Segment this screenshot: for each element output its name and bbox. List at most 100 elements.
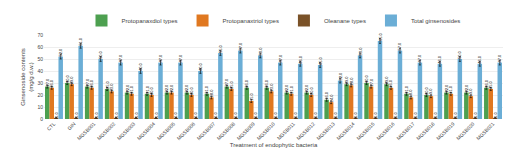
svg-text:MGSB015: MGSB015: [355, 121, 376, 142]
svg-text:MGSB001: MGSB001: [76, 121, 97, 142]
svg-text:53.0: 53.0: [258, 47, 263, 56]
svg-text:20.0: 20.0: [424, 86, 429, 95]
svg-text:47.0: 47.0: [118, 54, 123, 63]
svg-text:MGSB017: MGSB017: [395, 121, 416, 142]
svg-text:MGSB012: MGSB012: [295, 121, 316, 142]
svg-text:1.0: 1.0: [173, 111, 178, 117]
svg-text:47.0: 47.0: [497, 54, 502, 63]
svg-text:MGSB004: MGSB004: [136, 121, 157, 142]
svg-text:25.0: 25.0: [105, 80, 110, 89]
svg-text:1.0: 1.0: [353, 111, 358, 117]
svg-text:25.0: 25.0: [229, 80, 234, 89]
svg-text:29.0: 29.0: [69, 76, 74, 85]
svg-text:1.0: 1.0: [74, 111, 79, 117]
svg-text:47.0: 47.0: [158, 54, 163, 63]
svg-text:55.0: 55.0: [218, 44, 223, 53]
svg-text:30.0: 30.0: [65, 74, 70, 83]
svg-text:1.0: 1.0: [233, 111, 238, 117]
svg-text:30.0: 30.0: [364, 74, 369, 83]
svg-text:0: 0: [40, 116, 43, 122]
svg-text:Protopanaxdiol types: Protopanaxdiol types: [122, 18, 178, 24]
svg-text:22.0: 22.0: [125, 84, 130, 93]
svg-text:22.0: 22.0: [169, 84, 174, 93]
svg-text:MGSB005: MGSB005: [156, 121, 177, 142]
svg-text:26.0: 26.0: [244, 79, 249, 88]
svg-text:50.0: 50.0: [98, 50, 103, 59]
svg-text:26.0: 26.0: [89, 79, 94, 88]
svg-text:1.0: 1.0: [373, 111, 378, 117]
svg-text:1.0: 1.0: [333, 111, 338, 117]
svg-text:MGSB019: MGSB019: [435, 121, 456, 142]
svg-text:1.0: 1.0: [193, 111, 198, 117]
svg-text:18.0: 18.0: [408, 89, 413, 98]
svg-text:19.0: 19.0: [468, 88, 473, 97]
svg-text:65.0: 65.0: [378, 32, 383, 41]
svg-text:MGSB016: MGSB016: [375, 121, 396, 142]
svg-text:20.0: 20.0: [309, 86, 314, 95]
svg-text:22.0: 22.0: [284, 84, 289, 93]
svg-text:46.0: 46.0: [437, 55, 442, 64]
svg-text:15.0: 15.0: [249, 92, 254, 101]
svg-text:23.0: 23.0: [269, 83, 274, 92]
svg-text:47.0: 47.0: [417, 54, 422, 63]
svg-text:53.0: 53.0: [358, 47, 363, 56]
svg-text:40.0: 40.0: [138, 62, 143, 71]
svg-text:22.0: 22.0: [164, 84, 169, 93]
svg-text:25.0: 25.0: [488, 80, 493, 89]
svg-text:1.0: 1.0: [213, 111, 218, 117]
svg-text:1.0: 1.0: [393, 111, 398, 117]
svg-text:MGSB003: MGSB003: [116, 121, 137, 142]
svg-text:28.0: 28.0: [349, 77, 354, 86]
svg-text:26.0: 26.0: [388, 79, 393, 88]
svg-text:21.0: 21.0: [204, 85, 209, 94]
svg-text:1.0: 1.0: [493, 111, 498, 117]
svg-text:50.0: 50.0: [457, 50, 462, 59]
svg-text:MGSB020: MGSB020: [455, 121, 476, 142]
svg-text:MGSB010: MGSB010: [255, 121, 276, 142]
svg-text:MGSB006: MGSB006: [176, 121, 197, 142]
svg-text:21.0: 21.0: [129, 85, 134, 94]
svg-text:27.0: 27.0: [45, 78, 50, 87]
svg-text:Oleanane types: Oleanane types: [324, 18, 366, 24]
svg-text:20: 20: [37, 92, 43, 98]
svg-text:40: 40: [37, 68, 43, 74]
svg-text:61.0: 61.0: [78, 37, 83, 46]
svg-text:20.0: 20.0: [149, 86, 154, 95]
svg-text:1.0: 1.0: [94, 111, 99, 117]
svg-text:30: 30: [37, 80, 43, 86]
svg-text:1.0: 1.0: [433, 111, 438, 117]
svg-text:Protopanaxtriol types: Protopanaxtriol types: [223, 18, 279, 24]
svg-text:MGSB014: MGSB014: [335, 121, 356, 142]
svg-text:1.0: 1.0: [253, 111, 258, 117]
svg-text:40.0: 40.0: [198, 62, 203, 71]
svg-text:1.0: 1.0: [453, 111, 458, 117]
svg-text:20.0: 20.0: [189, 86, 194, 95]
svg-text:MGSB009: MGSB009: [235, 121, 256, 142]
svg-text:10: 10: [37, 104, 43, 110]
svg-text:1.0: 1.0: [134, 111, 139, 117]
svg-text:1.0: 1.0: [473, 111, 478, 117]
svg-text:45.0: 45.0: [318, 56, 323, 65]
svg-text:21.0: 21.0: [145, 85, 150, 94]
svg-text:46.0: 46.0: [477, 55, 482, 64]
svg-text:29.0: 29.0: [344, 76, 349, 85]
svg-text:MGSB007: MGSB007: [196, 121, 217, 142]
svg-text:Treatment of endophytic bacter: Treatment of endophytic bacteria: [230, 142, 318, 148]
svg-text:CTL: CTL: [46, 121, 57, 132]
svg-text:22.0: 22.0: [184, 84, 189, 93]
svg-text:GIN: GIN: [66, 120, 77, 131]
svg-text:Total ginsenosides: Total ginsenosides: [411, 18, 460, 24]
svg-text:1.0: 1.0: [114, 111, 119, 117]
svg-text:21.0: 21.0: [448, 85, 453, 94]
svg-text:46.0: 46.0: [298, 55, 303, 64]
svg-text:MGSB018: MGSB018: [415, 121, 436, 142]
svg-text:70: 70: [37, 32, 43, 38]
svg-text:1.0: 1.0: [313, 111, 318, 117]
svg-text:27.0: 27.0: [85, 78, 90, 87]
svg-text:47.0: 47.0: [278, 54, 283, 63]
svg-text:29.0: 29.0: [384, 76, 389, 85]
svg-text:27.0: 27.0: [224, 78, 229, 87]
svg-text:MGSB002: MGSB002: [96, 121, 117, 142]
svg-text:22.0: 22.0: [444, 84, 449, 93]
svg-text:60: 60: [37, 44, 43, 50]
